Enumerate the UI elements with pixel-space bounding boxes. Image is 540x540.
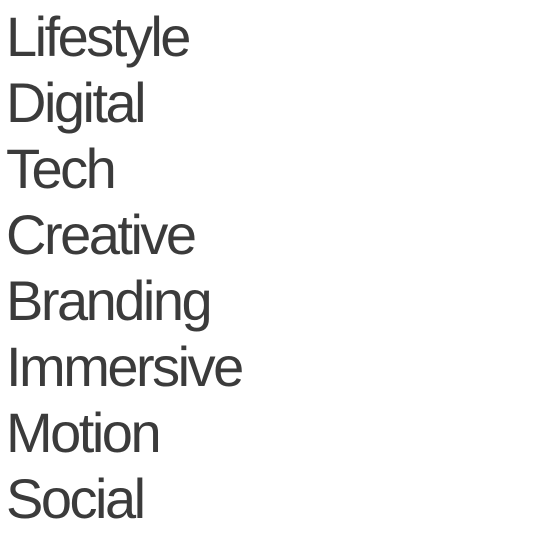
category-item-immersive: Immersive (6, 334, 244, 400)
category-link-tech[interactable]: Tech (6, 137, 117, 200)
category-link-social[interactable]: Social (6, 467, 146, 530)
category-item-branding: Branding (6, 268, 242, 334)
category-item-social: Social (6, 466, 242, 532)
category-list: Lifestyle Digital Tech Creative Branding… (6, 4, 244, 532)
category-link-motion[interactable]: Motion (6, 401, 162, 464)
category-link-branding[interactable]: Branding (6, 269, 213, 332)
category-item-creative: Creative (6, 202, 242, 268)
category-link-creative[interactable]: Creative (6, 203, 197, 266)
category-item-digital: Digital (6, 70, 242, 136)
category-item-motion: Motion (6, 400, 242, 466)
category-item-lifestyle: Lifestyle (6, 4, 242, 70)
category-item-tech: Tech (6, 136, 242, 202)
category-link-lifestyle[interactable]: Lifestyle (6, 5, 191, 68)
category-link-digital[interactable]: Digital (6, 71, 147, 134)
category-link-immersive[interactable]: Immersive (6, 335, 244, 398)
